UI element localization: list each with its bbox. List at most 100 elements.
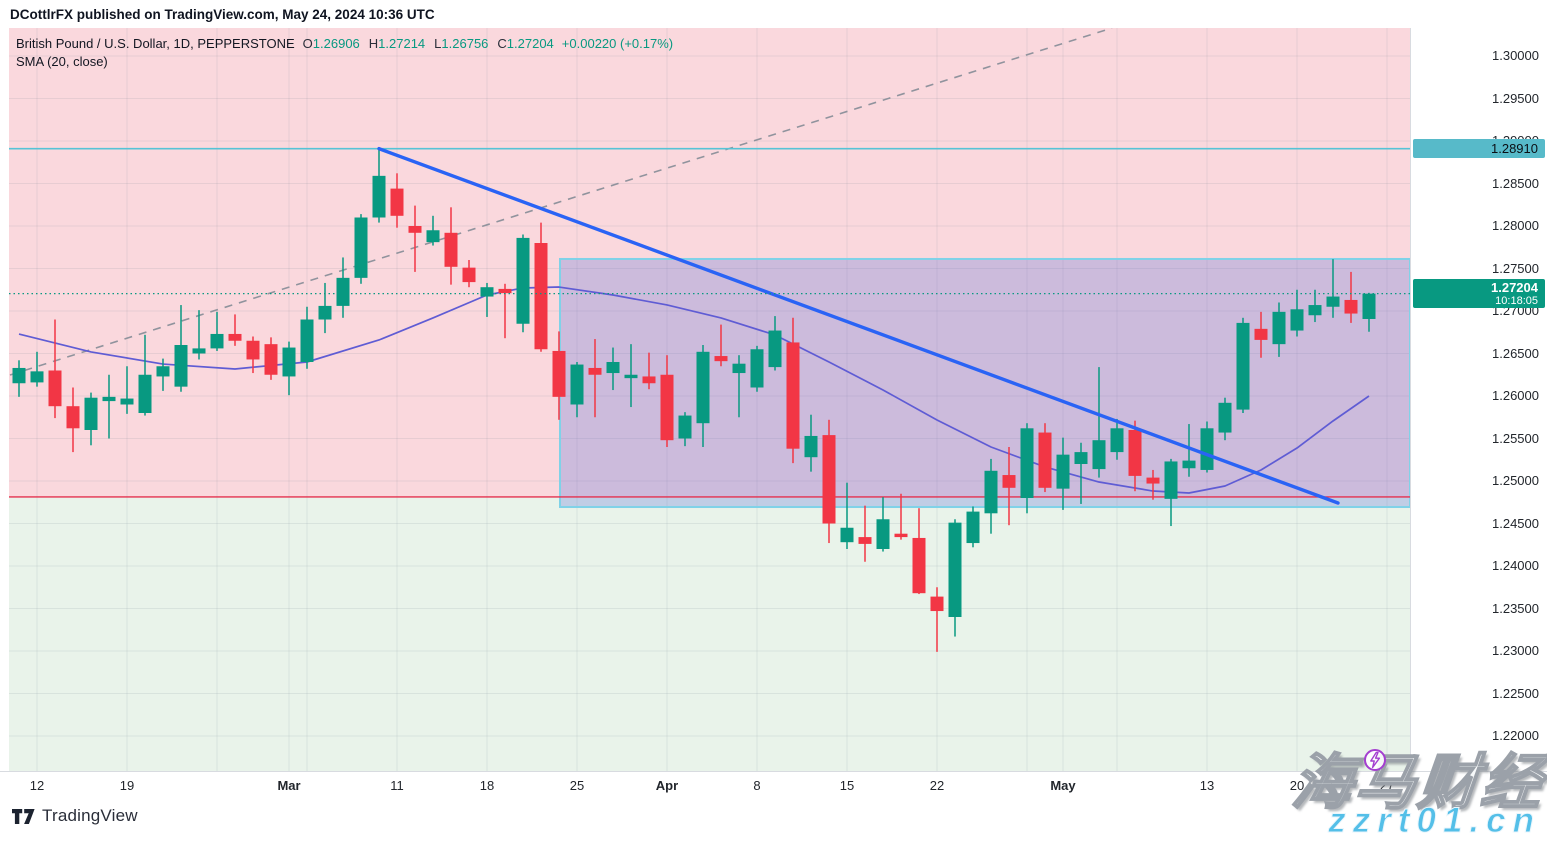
candle-mar-28[interactable] <box>624 344 638 408</box>
time-axis-label-11: 11 <box>390 778 404 793</box>
bar-countdown: 10:18:05 <box>1495 295 1538 308</box>
time-axis-label-12: 12 <box>29 778 45 793</box>
price-axis-label: 1.24000 <box>1492 558 1539 573</box>
price-axis-label: 1.22500 <box>1492 685 1539 701</box>
candle-feb-13[interactable] <box>48 319 62 419</box>
candle-apr-22[interactable] <box>930 587 944 652</box>
tradingview-branding[interactable]: TradingView <box>12 806 138 826</box>
candle-mar-26[interactable] <box>588 339 602 418</box>
candle-apr-3[interactable] <box>696 345 710 447</box>
candle-feb-15[interactable] <box>84 392 98 446</box>
candle-apr-29[interactable] <box>1020 423 1034 514</box>
candle-may-20[interactable] <box>1290 289 1304 337</box>
candle-feb-21[interactable] <box>156 358 170 391</box>
candle-may-10[interactable] <box>1182 424 1196 477</box>
candle-may-8[interactable] <box>1146 469 1160 500</box>
candle-may-16[interactable] <box>1254 311 1268 358</box>
candle-mar-14[interactable] <box>444 207 458 285</box>
candle-feb-14[interactable] <box>66 387 80 453</box>
candle-mar-4[interactable] <box>300 306 314 369</box>
candle-apr-2[interactable] <box>678 412 692 447</box>
candle-apr-25[interactable] <box>984 458 998 534</box>
candle-mar-19[interactable] <box>498 283 512 339</box>
candle-mar-27[interactable] <box>606 347 620 391</box>
time-axis-label-may: May <box>1050 778 1076 793</box>
candle-feb-29[interactable] <box>264 337 278 380</box>
candle-feb-23[interactable] <box>192 310 206 360</box>
candle-may-24[interactable] <box>1362 292 1376 332</box>
time-axis-label-8: 8 <box>753 778 761 793</box>
time-axis-label-25: 25 <box>569 778 585 793</box>
candle-may-22[interactable] <box>1326 259 1340 318</box>
candle-may-15[interactable] <box>1236 317 1250 413</box>
candle-mar-6[interactable] <box>336 257 350 318</box>
candle-mar-12[interactable] <box>408 205 422 272</box>
consolidation-box[interactable] <box>559 257 1410 509</box>
price-axis-label: 1.25000 <box>1492 473 1539 488</box>
candle-apr-16[interactable] <box>858 505 872 562</box>
time-axis[interactable]: 12 19 Mar 11 18 25 Apr 8 15 22 May 13 20 27 <box>0 771 1547 801</box>
candle-apr-4[interactable] <box>714 324 728 367</box>
descending-trendline[interactable] <box>377 146 1340 505</box>
candle-feb-20[interactable] <box>138 334 152 416</box>
candle-mar-1[interactable] <box>282 341 296 396</box>
candle-apr-15[interactable] <box>840 482 854 549</box>
candle-mar-15[interactable] <box>462 260 476 288</box>
candle-apr-9[interactable] <box>768 316 782 371</box>
candle-apr-12[interactable] <box>822 419 836 544</box>
price-axis-label: 1.30000 <box>1492 48 1539 63</box>
candle-may-9[interactable] <box>1164 458 1178 527</box>
candle-may-13[interactable] <box>1200 421 1214 473</box>
candle-apr-24[interactable] <box>966 506 980 548</box>
candle-mar-5[interactable] <box>318 282 332 334</box>
candle-may-2[interactable] <box>1074 442 1088 504</box>
candle-may-1[interactable] <box>1056 437 1070 510</box>
candle-may-21[interactable] <box>1308 289 1322 323</box>
ascending-dashed-trendline[interactable] <box>9 28 1113 376</box>
candle-feb-26[interactable] <box>210 311 224 351</box>
candle-mar-7[interactable] <box>354 214 368 284</box>
candle-apr-1[interactable] <box>660 355 674 447</box>
candle-mar-18[interactable] <box>480 282 494 317</box>
candle-mar-21[interactable] <box>534 222 548 352</box>
candle-feb-27[interactable] <box>228 314 242 346</box>
vertical-gridlines <box>36 28 1388 771</box>
candle-feb-28[interactable] <box>246 336 260 374</box>
candle-mar-13[interactable] <box>426 215 440 246</box>
candlestick-series <box>12 148 1376 652</box>
candle-may-6[interactable] <box>1110 418 1124 460</box>
candle-mar-20[interactable] <box>516 234 530 333</box>
current-price-badge: 1.27204 10:18:05 <box>1413 279 1545 309</box>
price-axis-label: 1.23500 <box>1492 600 1539 616</box>
candle-apr-23[interactable] <box>948 519 962 637</box>
candle-apr-18[interactable] <box>894 493 908 540</box>
candle-apr-30[interactable] <box>1038 423 1052 493</box>
candle-apr-5[interactable] <box>732 355 746 418</box>
candle-apr-17[interactable] <box>876 497 890 552</box>
candle-mar-8[interactable] <box>372 148 386 223</box>
candle-feb-22[interactable] <box>174 305 188 392</box>
candle-apr-11[interactable] <box>804 414 818 472</box>
candle-may-3[interactable] <box>1092 367 1106 478</box>
publish-attribution: DCottlrFX published on TradingView.com, … <box>10 6 435 22</box>
candle-mar-25[interactable] <box>570 362 584 418</box>
candle-apr-8[interactable] <box>750 345 764 392</box>
candle-feb-16[interactable] <box>102 374 116 439</box>
price-axis-label: 1.27500 <box>1492 260 1539 276</box>
candle-may-7[interactable] <box>1128 420 1142 492</box>
candle-mar-29[interactable] <box>642 352 656 390</box>
candle-feb-19[interactable] <box>120 366 134 414</box>
price-axis[interactable]: 1.28910 1.27204 10:18:05 1.30000 1.29500 1… <box>1410 28 1547 771</box>
candle-mar-22[interactable] <box>552 331 566 420</box>
candle-apr-26[interactable] <box>1002 447 1016 526</box>
candle-mar-11[interactable] <box>390 173 404 228</box>
candle-apr-10[interactable] <box>786 317 800 464</box>
candle-apr-19[interactable] <box>912 508 926 595</box>
lower-zone-region <box>9 496 1410 771</box>
chart-canvas[interactable] <box>0 28 1410 771</box>
candle-may-23[interactable] <box>1344 271 1358 323</box>
candle-feb-9[interactable] <box>12 360 26 397</box>
candle-may-14[interactable] <box>1218 397 1232 441</box>
candle-feb-12[interactable] <box>30 351 44 387</box>
candle-may-17[interactable] <box>1272 302 1286 357</box>
